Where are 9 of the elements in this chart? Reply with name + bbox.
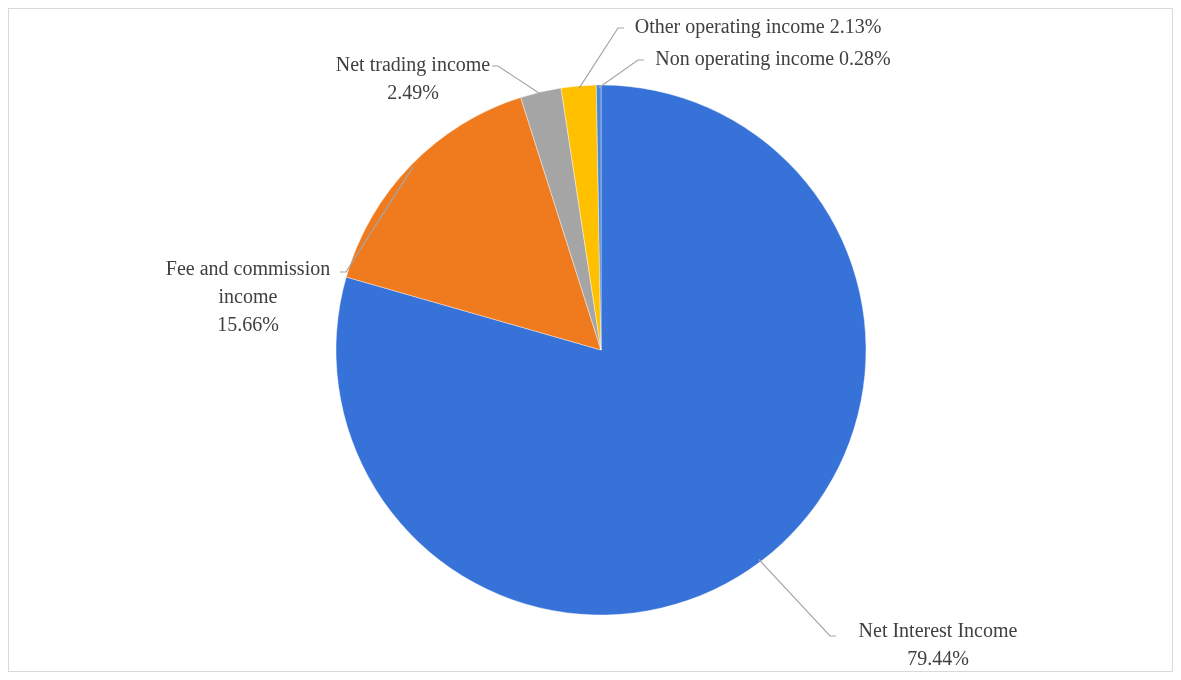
slice-label: Fee and commission income — [165, 256, 331, 307]
slice-label: Net trading income — [335, 52, 491, 76]
slice-label: Non operating income 0.28% — [655, 46, 891, 70]
pie-slice — [335, 84, 867, 615]
data-label: 2.49% — [387, 80, 439, 103]
slice-label: Other operating income 2.13% — [634, 14, 882, 38]
data-label: 15.66% — [217, 312, 279, 335]
slice-label: Net Interest Income — [858, 618, 1018, 641]
data-label: 79.44% — [907, 646, 969, 669]
